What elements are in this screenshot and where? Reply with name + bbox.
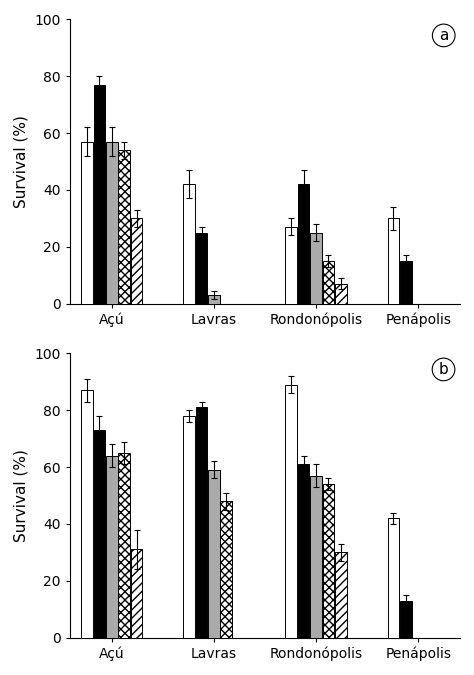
- Bar: [196, 232, 207, 304]
- Bar: [335, 284, 346, 304]
- Bar: [131, 549, 142, 638]
- Bar: [335, 552, 346, 638]
- Y-axis label: Survival (%): Survival (%): [14, 115, 29, 208]
- Bar: [285, 385, 297, 638]
- Bar: [93, 85, 105, 304]
- Bar: [118, 150, 130, 304]
- Bar: [298, 464, 310, 638]
- Bar: [118, 453, 130, 638]
- Bar: [93, 430, 105, 638]
- Text: a: a: [439, 28, 448, 43]
- Bar: [183, 184, 195, 304]
- Bar: [81, 390, 93, 638]
- Bar: [323, 261, 334, 304]
- Bar: [400, 601, 411, 638]
- Bar: [220, 501, 232, 638]
- Bar: [106, 456, 118, 638]
- Bar: [183, 416, 195, 638]
- Bar: [310, 476, 322, 638]
- Bar: [285, 227, 297, 304]
- Bar: [106, 142, 118, 304]
- Y-axis label: Survival (%): Survival (%): [14, 449, 29, 542]
- Bar: [298, 184, 310, 304]
- Bar: [196, 408, 207, 638]
- Bar: [131, 218, 142, 304]
- Bar: [400, 261, 411, 304]
- Bar: [323, 484, 334, 638]
- Bar: [208, 295, 220, 304]
- Bar: [310, 232, 322, 304]
- Bar: [388, 518, 399, 638]
- Bar: [208, 470, 220, 638]
- Bar: [81, 142, 93, 304]
- Text: b: b: [438, 362, 448, 377]
- Bar: [388, 218, 399, 304]
